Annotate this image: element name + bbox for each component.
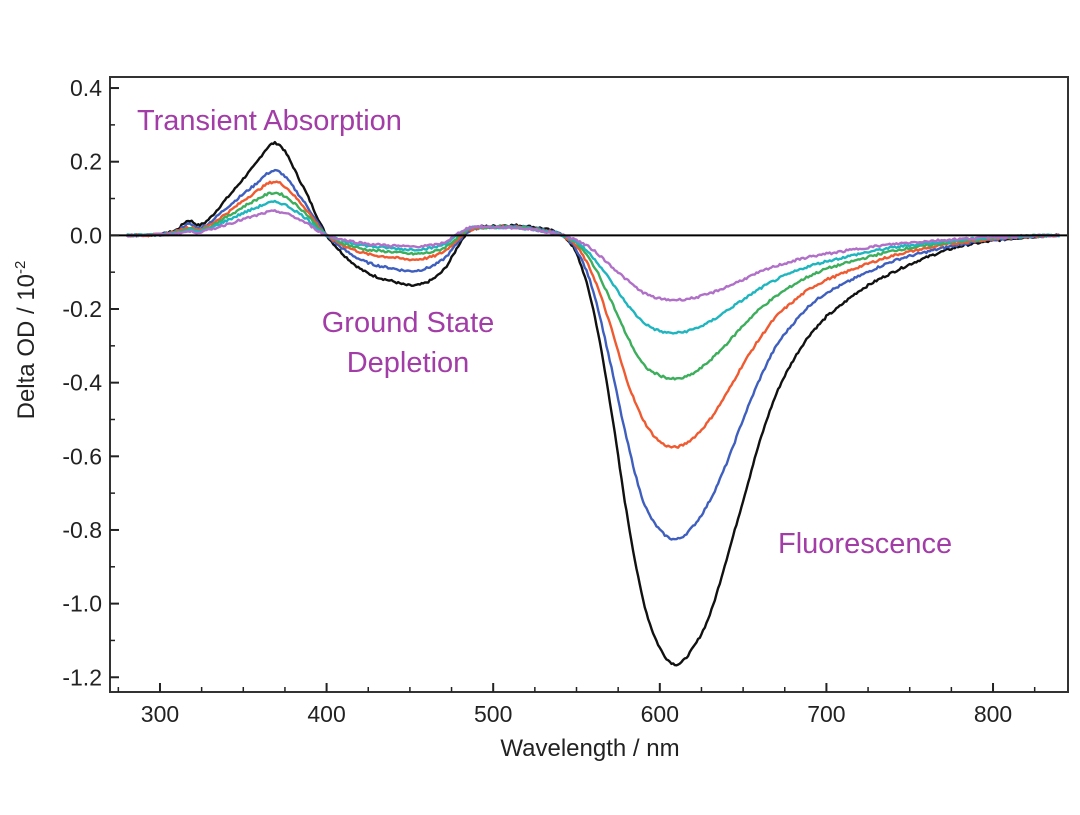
x-tick-label: 700 bbox=[807, 701, 845, 727]
y-tick-label: -0.2 bbox=[62, 296, 102, 322]
plot-frame bbox=[109, 76, 1069, 693]
x-tick-label: 500 bbox=[474, 701, 512, 727]
series-line-4 bbox=[126, 191, 1060, 381]
annotation-ground-state: Ground State bbox=[322, 307, 495, 339]
annotation-transient-absorption: Transient Absorption bbox=[137, 105, 402, 137]
series-line-6 bbox=[125, 209, 1061, 302]
x-axis-title: Wavelength / nm bbox=[500, 735, 679, 762]
series-layer bbox=[125, 140, 1061, 667]
series-line-3 bbox=[126, 180, 1061, 449]
y-tick-label: -1.0 bbox=[62, 591, 102, 617]
annotation-depletion: Depletion bbox=[347, 347, 470, 379]
y-tick-label: 0.2 bbox=[70, 149, 102, 175]
y-tick-label: 0.4 bbox=[70, 75, 102, 101]
y-axis-title-base: Delta OD / 10 bbox=[13, 274, 40, 419]
y-tick-label: -0.4 bbox=[62, 370, 102, 396]
y-tick-label: -0.6 bbox=[62, 443, 102, 469]
series-line-2 bbox=[126, 168, 1060, 541]
x-tick-label: 400 bbox=[307, 701, 345, 727]
y-axis: 0.4 0.2 0.0 -0.2 -0.4 -0.6 -0.8 -1.0 -1.2 bbox=[62, 75, 119, 690]
x-axis: 300 400 500 600 700 800 bbox=[117, 683, 1036, 727]
y-tick-label: 0.0 bbox=[70, 222, 102, 248]
annotation-fluorescence: Fluorescence bbox=[778, 528, 952, 560]
x-tick-label: 800 bbox=[974, 701, 1012, 727]
series-line-1 bbox=[126, 140, 1061, 667]
y-tick-label: -1.2 bbox=[62, 664, 102, 690]
y-tick-label: -0.8 bbox=[62, 517, 102, 543]
y-axis-title-exponent: -2 bbox=[12, 261, 29, 274]
x-tick-label: 300 bbox=[141, 701, 179, 727]
x-tick-label: 600 bbox=[641, 701, 679, 727]
y-axis-title: Delta OD / 10-2 bbox=[12, 261, 40, 420]
series-line-5 bbox=[126, 199, 1060, 335]
